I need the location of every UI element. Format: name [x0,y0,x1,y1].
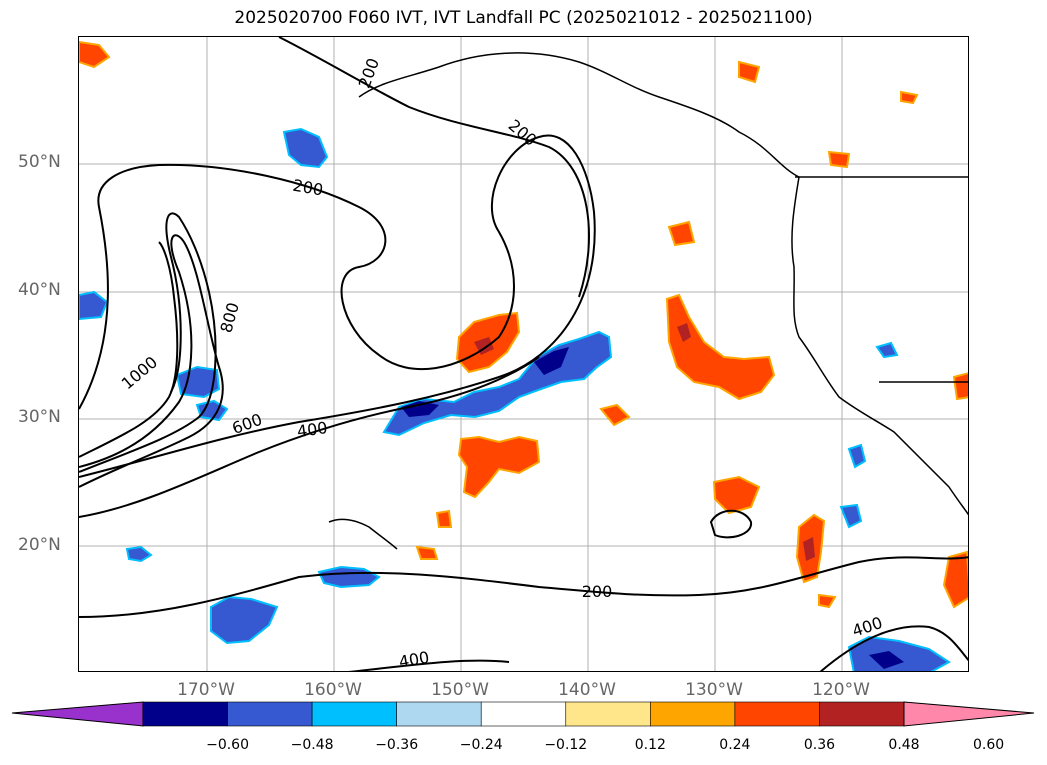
contour-label-200-n: 200 [505,116,541,150]
blue-blob-west-1 [175,365,221,399]
red-blob-small-1 [667,220,696,247]
blue-blob-sw [125,545,153,563]
colorbar-cell [396,701,482,727]
lon-label-160w: 160°W [304,680,362,700]
colorbar-cell [734,701,820,727]
negative-pc-areas [79,127,951,671]
contour-200-ring [709,509,753,539]
red-blob-small-7 [818,593,837,609]
lat-label-30n: 30°N [18,407,61,427]
contour-label-400-mid: 400 [296,418,329,441]
colorbar-cell [227,701,313,727]
colorbar-tick-label: 0.48 [888,737,920,753]
colorbar-tick-label: 0.60 [972,737,1005,753]
colorbar-low-extension [11,701,144,727]
map-canvas: 200 200 200 200 400 400 400 600 800 1000 [79,37,968,672]
colorbar-tick-label: −0.60 [206,737,249,753]
blue-blob-coast-2 [847,443,867,469]
colorbar-high-extension [903,701,1035,727]
blue-blob-coast-3 [839,503,863,529]
contour-400 [79,356,540,518]
red-blob-far-east [942,550,968,609]
red-blob-east [665,293,776,401]
contour-label-400-s: 400 [397,648,430,672]
colorbar-cell [565,701,651,727]
coastlines [328,52,968,550]
lat-label-40n: 40°N [18,280,61,300]
colorbar-tick-label: 0.24 [719,737,751,753]
red-blob-central-core [474,337,494,355]
colorbar-cells [142,701,905,727]
red-blob-small-6 [435,509,453,528]
red-blob-hawaii-north [457,435,541,499]
map-title: 2025020700 F060 IVT, IVT Landfall PC (20… [234,8,813,28]
red-blob-small-5 [415,545,439,560]
ivt-contours [79,37,968,671]
colorbar [11,701,1035,727]
lon-label-150w: 150°W [431,680,489,700]
red-blob-small-4 [900,90,919,105]
contour-400-south [348,659,510,671]
blue-blob-core-2 [534,347,569,375]
red-blob-east-core [677,323,691,342]
contour-label-200-w: 200 [291,176,324,200]
contour-200-south [79,556,968,618]
red-blob-subtropics-core [803,537,815,561]
contour-400-se [819,625,968,671]
blue-blob-south [210,595,279,645]
colorbar-tick-label: −0.48 [290,737,334,753]
blue-blob-coast [875,341,899,359]
contour-label-400-se: 400 [850,613,885,641]
colorbar-tick-label: 0.12 [634,737,666,753]
colorbar-cell [142,701,228,727]
colorbar-cell [311,701,397,727]
lat-label-50n: 50°N [18,152,61,172]
blue-blob-west-2 [195,399,229,422]
contour-label-800: 800 [217,300,243,334]
colorbar-tick-label: −0.12 [544,737,588,753]
red-blob-small-2 [738,60,761,84]
blue-blob-southeast [847,635,951,671]
contour-600 [79,234,224,488]
lon-label-120w: 120°W [812,680,870,700]
blue-blob-southeast-core [869,651,904,669]
blue-blob-edge-40n [79,290,109,321]
blue-blob-hawaii [317,565,381,589]
contour-label-200-s: 200 [582,582,613,601]
lon-label-170w: 170°W [177,680,235,700]
contour-200-north [278,37,590,298]
colorbar-tick-label: −0.24 [459,737,503,753]
positive-pc-areas [79,40,968,609]
colorbar-tick-label: −0.36 [375,737,419,753]
coastline-westcoast [791,176,968,516]
contour-800 [79,212,217,473]
lon-label-130w: 130°W [685,680,743,700]
colorbar-cell [819,701,905,727]
contour-label-1000: 1000 [118,352,161,393]
contour-label-600: 600 [230,410,265,438]
blue-blob-core-1 [401,401,439,417]
red-blob-coast-1 [952,372,968,401]
red-blob-small-3 [827,150,851,169]
red-blob-mid-2 [712,475,761,515]
blue-blob-gulf [282,127,329,169]
coastline-hawaii [328,518,398,550]
colorbar-cell [480,701,567,727]
contour-1000 [79,241,179,458]
lat-label-20n: 20°N [18,535,61,555]
coastline-alaska [358,52,800,178]
red-blob-ne [79,40,111,69]
lon-label-140w: 140°W [558,680,616,700]
colorbar-tick-label: 0.36 [803,737,836,753]
red-blob-mid [599,403,631,427]
colorbar-cell [650,701,736,727]
map-panel: 200 200 200 200 400 400 400 600 800 1000 [78,36,969,672]
contour-200-west [79,134,596,478]
